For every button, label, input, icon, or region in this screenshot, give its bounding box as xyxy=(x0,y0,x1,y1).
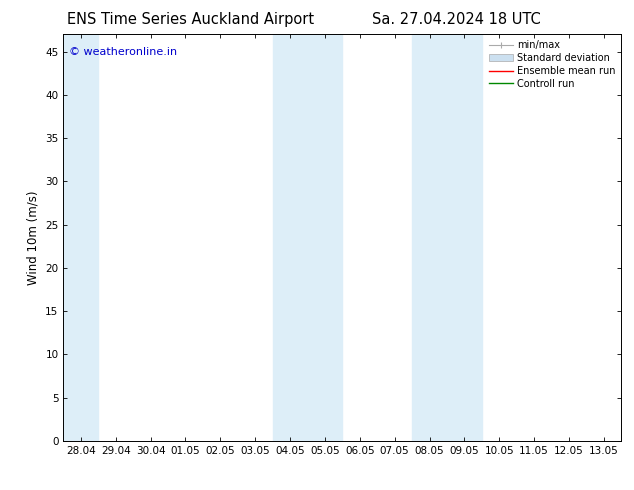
Bar xyxy=(63,34,98,441)
Legend: min/max, Standard deviation, Ensemble mean run, Controll run: min/max, Standard deviation, Ensemble me… xyxy=(485,36,619,93)
Text: © weatheronline.in: © weatheronline.in xyxy=(69,47,177,56)
Bar xyxy=(412,34,482,441)
Y-axis label: Wind 10m (m/s): Wind 10m (m/s) xyxy=(27,191,40,285)
Text: ENS Time Series Auckland Airport: ENS Time Series Auckland Airport xyxy=(67,12,314,27)
Text: Sa. 27.04.2024 18 UTC: Sa. 27.04.2024 18 UTC xyxy=(372,12,541,27)
Bar xyxy=(273,34,342,441)
